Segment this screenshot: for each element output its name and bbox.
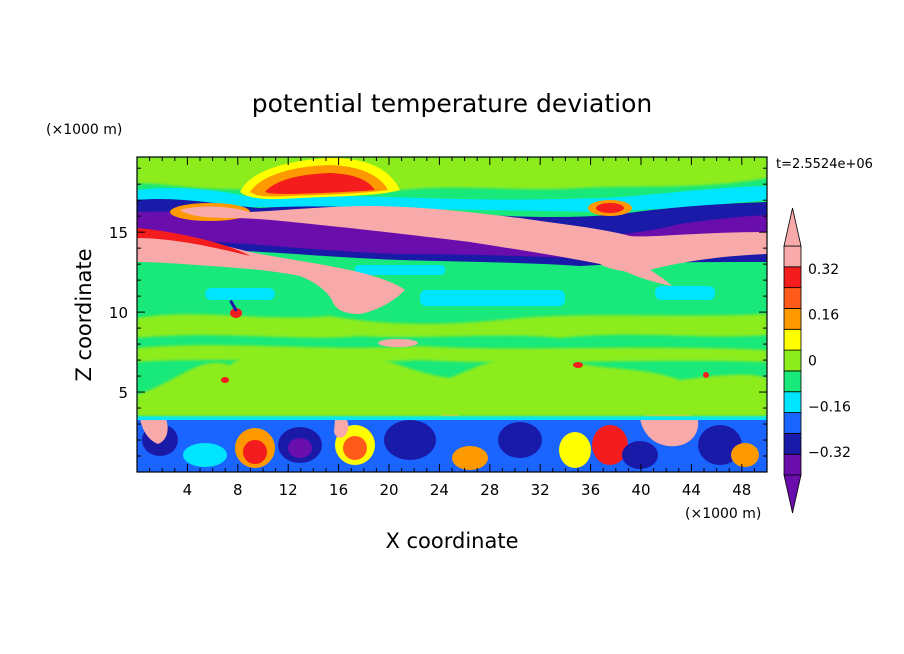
colorbar-label: 0.32 [808, 262, 839, 278]
colorbar-band [783, 287, 802, 309]
colorbar-extend-max [783, 207, 802, 247]
colorbar-extend-min [783, 474, 802, 514]
y-axis: 5 10 15 [109, 167, 767, 457]
x-axis: 4 8 12 16 20 24 28 32 36 40 44 48 [149, 157, 755, 499]
x-axis-label: X coordinate [385, 529, 518, 553]
time-label: t=2.5524e+06 [776, 157, 873, 172]
x-tick-label: 12 [279, 481, 298, 499]
field-inversion-line [137, 416, 767, 420]
x-tick-label: 48 [732, 481, 751, 499]
x-tick-label: 40 [631, 481, 650, 499]
colorbar-band [783, 412, 802, 434]
boundary-layer-cells [140, 407, 759, 470]
x-tick-label: 28 [480, 481, 499, 499]
colorbar-band [783, 370, 802, 393]
contour-field [137, 157, 767, 472]
y-axis-label: Z coordinate [72, 248, 96, 381]
colorbar-label: 0 [808, 354, 817, 370]
x-tick-label: 44 [682, 481, 701, 499]
x-tick-label: 8 [233, 481, 243, 499]
field-upper-pink [180, 206, 767, 272]
x-tick-label: 16 [329, 481, 348, 499]
x-tick-label: 4 [183, 481, 193, 499]
x-tick-label: 36 [581, 481, 600, 499]
y-tick-label: 15 [109, 224, 128, 242]
colorbar: 0.32 0.16 0 −0.16 −0.32 [783, 207, 851, 514]
colorbar-label: −0.32 [808, 445, 851, 461]
field-lower-green [137, 351, 767, 416]
colorbar-band [783, 453, 802, 476]
field-mid-green [137, 314, 767, 338]
x-tick-label: 24 [430, 481, 449, 499]
y-tick-label: 10 [109, 304, 128, 322]
x-tick-label: 20 [379, 481, 398, 499]
colorbar-label: 0.16 [808, 308, 839, 324]
colorbar-band [783, 328, 802, 351]
colorbar-band [783, 432, 802, 455]
colorbar-band [783, 245, 802, 268]
colorbar-label: −0.16 [808, 399, 851, 415]
colorbar-band [783, 308, 802, 330]
y-unit-label: (×1000 m) [46, 122, 122, 138]
x-tick-label: 32 [531, 481, 550, 499]
chart-title: potential temperature deviation [252, 89, 652, 118]
colorbar-band [783, 349, 802, 372]
x-unit-label: (×1000 m) [685, 506, 761, 522]
colorbar-band [783, 266, 802, 289]
y-tick-label: 5 [118, 384, 128, 402]
colorbar-band [783, 391, 802, 413]
